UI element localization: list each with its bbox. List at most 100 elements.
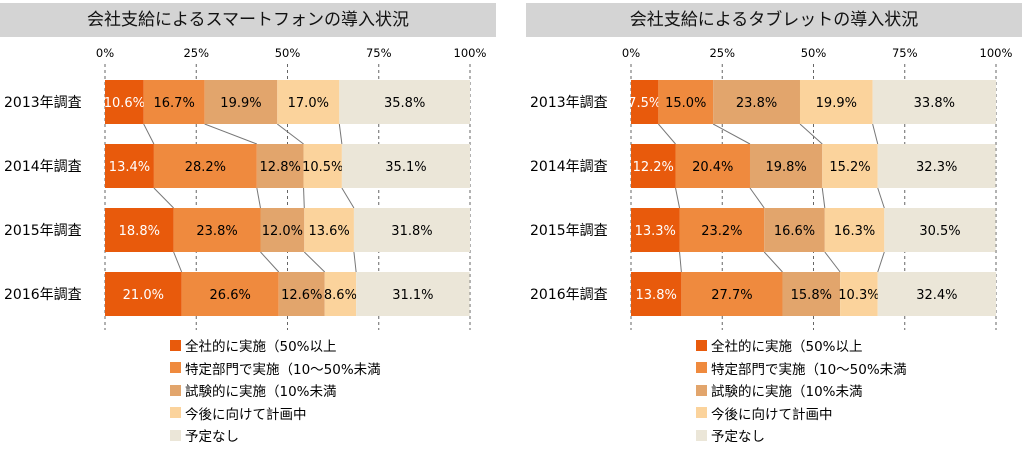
data-label: 12.2% — [633, 160, 674, 175]
x-tick-label: 75% — [892, 46, 918, 60]
legend-swatch — [170, 339, 181, 351]
data-label: 20.4% — [692, 160, 733, 175]
data-label: 19.8% — [765, 160, 806, 175]
legend-swatch — [696, 384, 707, 396]
data-label: 13.3% — [635, 224, 676, 239]
bar-segment — [631, 208, 680, 252]
legend-item: 特定部門で実施（10～50%未満 — [696, 357, 907, 380]
data-label: 35.8% — [384, 96, 425, 111]
bar-segment — [278, 272, 325, 316]
legend-item: 今後に向けて計画中 — [696, 402, 907, 425]
bar-segment — [822, 144, 878, 188]
series-connector-line — [679, 251, 682, 273]
bar-segment — [105, 144, 154, 188]
data-label: 23.8% — [736, 96, 777, 111]
category-label: 2013年調査 — [530, 95, 608, 111]
data-label: 16.7% — [154, 96, 195, 111]
chart-legend: 全社的に実施（50%以上 特定部門で実施（10～50%未満試験的に実施（10%未満… — [696, 334, 907, 447]
legend-swatch — [170, 407, 181, 419]
data-label: 21.0% — [123, 288, 164, 303]
data-label: 28.2% — [185, 160, 226, 175]
category-label: 2015年調査 — [4, 223, 82, 239]
legend-item: 試験的に実施（10%未満 — [170, 379, 381, 402]
bar-segment — [105, 208, 174, 252]
legend-swatch — [170, 429, 181, 441]
legend-item: 予定なし — [170, 424, 381, 447]
bar-segment — [277, 80, 340, 124]
legend-item: 試験的に実施（10%未満 — [696, 379, 907, 402]
legend-label: 予定なし — [185, 429, 239, 446]
series-connector-line — [153, 187, 174, 209]
smartphone-chart-panel: 会社支給によるスマートフォンの導入状況 0% 25% 50% 75% 100% 2013年… — [0, 0, 500, 449]
legend-swatch — [170, 362, 181, 374]
data-label: 10.3% — [838, 288, 879, 303]
series-connector-line — [749, 187, 765, 209]
x-tick-label: 25% — [183, 46, 209, 60]
series-connector-line — [204, 123, 258, 145]
legend-item: 全社的に実施（50%以上 — [696, 334, 907, 357]
data-label: 31.1% — [392, 288, 433, 303]
series-connector-line — [303, 187, 305, 209]
series-connector-line — [675, 187, 681, 209]
bar-segment — [675, 144, 750, 188]
bar-segment — [353, 208, 470, 252]
bar-segment — [105, 272, 182, 316]
series-connector-line — [763, 251, 783, 273]
data-label: 12.8% — [260, 160, 301, 175]
x-tick-label: 50% — [275, 46, 301, 60]
bar-segment — [204, 80, 278, 124]
bar-segment — [260, 208, 305, 252]
bar-segment — [631, 144, 676, 188]
data-label: 32.3% — [916, 160, 957, 175]
bar-segment — [153, 144, 257, 188]
x-tick-label: 75% — [366, 46, 392, 60]
data-label: 15.8% — [791, 288, 832, 303]
bar-segment — [799, 80, 873, 124]
bar-segment — [713, 80, 800, 124]
legend-label: 全社的に実施（50%以上 — [185, 339, 337, 356]
series-connector-line — [877, 251, 885, 273]
data-label: 18.8% — [119, 224, 160, 239]
bar-segment — [782, 272, 841, 316]
tablet-stacked-bar-chart: 0% 25% 50% 75% 100% 2013年調査 7.5% 15.0% 23.8% 19.9… — [530, 46, 1013, 330]
category-label: 2015年調査 — [530, 223, 608, 239]
legend-label: 全社的に実施（50%以上 — [711, 339, 863, 356]
bar-segment — [840, 272, 878, 316]
chart-title: 会社支給によるタブレットの導入状況 — [526, 3, 1022, 37]
legend-label: 特定部門で実施（10～50%未満 — [185, 361, 381, 378]
legend-label: 今後に向けて計画中 — [185, 406, 307, 423]
legend-label: 試験的に実施（10%未満 — [711, 384, 863, 401]
category-label: 2016年調査 — [4, 287, 82, 303]
bar-segment — [824, 208, 885, 252]
bar-segment — [339, 80, 470, 124]
bar-segment — [256, 144, 304, 188]
bar-segment — [877, 144, 996, 188]
legend-swatch — [696, 407, 707, 419]
legend-swatch — [696, 362, 707, 374]
data-label: 13.4% — [109, 160, 150, 175]
category-label: 2014年調査 — [4, 159, 82, 175]
category-label: 2016年調査 — [530, 287, 608, 303]
legend-swatch — [696, 339, 707, 351]
series-connector-line — [341, 187, 355, 209]
data-label: 19.9% — [220, 96, 261, 111]
series-connector-line — [353, 251, 357, 273]
data-label: 15.0% — [665, 96, 706, 111]
legend-item: 特定部門で実施（10～50%未満 — [170, 357, 381, 380]
legend-swatch — [696, 429, 707, 441]
tablet-chart-panel: 会社支給によるタブレットの導入状況 0% 25% 50% 75% 100% 2013年調査… — [526, 0, 1026, 449]
data-label: 13.8% — [636, 288, 677, 303]
data-label: 7.5% — [628, 96, 661, 111]
data-label: 23.8% — [196, 224, 237, 239]
bar-segment — [877, 272, 996, 316]
bar-segment — [304, 208, 354, 252]
bar-segment — [884, 208, 996, 252]
category-label: 2014年調査 — [530, 159, 608, 175]
series-connector-line — [173, 251, 183, 273]
data-label: 10.6% — [104, 96, 145, 111]
bar-segment — [679, 208, 765, 252]
legend-item: 今後に向けて計画中 — [170, 402, 381, 425]
bar-segment — [764, 208, 825, 252]
series-connector-line — [143, 123, 155, 145]
data-label: 12.0% — [262, 224, 303, 239]
